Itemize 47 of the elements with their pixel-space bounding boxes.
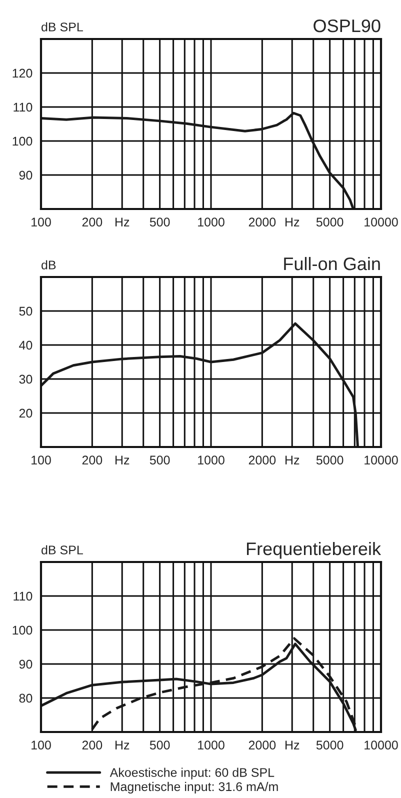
x-tick-label: Hz	[115, 218, 130, 226]
x-tick-label: 100	[32, 740, 51, 750]
chart-title: Full-on Gain	[284, 256, 380, 270]
x-tick-label: 2000	[248, 218, 276, 227]
chart-title: Frequentiebereik	[246, 542, 382, 559]
x-tick-label: 2000	[248, 740, 276, 750]
y-tick-label: 120	[12, 68, 32, 78]
x-tick-label: 200	[82, 456, 102, 465]
x-tick-label: Hz	[115, 740, 130, 750]
x-tick-label: 10000	[364, 218, 398, 227]
x-tick-label: 1000	[198, 218, 224, 227]
x-tick-label: 500	[150, 218, 170, 227]
y-tick-label: 110	[14, 592, 32, 601]
x-tick-label: 200	[82, 218, 102, 227]
x-tick-label: 500	[150, 740, 170, 750]
x-tick-label: 1000	[198, 740, 224, 750]
y-tick-label: 40	[19, 340, 32, 350]
x-tick-label: 200	[82, 740, 102, 750]
y-axis-title: dB SPL	[42, 22, 83, 32]
x-tick-label: 5000	[316, 218, 344, 227]
x-tick-label: Hz	[285, 740, 300, 750]
x-tick-label: 10000	[364, 456, 398, 465]
legend-label: Akoestische input: 60 dB SPL	[110, 768, 274, 780]
x-tick-label: 10000	[364, 740, 398, 750]
x-tick-label: 2000	[248, 456, 276, 465]
y-tick-label: 50	[19, 306, 32, 316]
x-tick-label: 500	[150, 456, 170, 465]
y-tick-label: 80	[19, 694, 32, 703]
legend-label: Magnetische input: 31.6 mA/m	[110, 782, 278, 794]
y-tick-label: 90	[19, 170, 32, 180]
x-tick-label: 1000	[198, 456, 224, 465]
x-tick-label: Hz	[285, 456, 300, 464]
x-tick-label: 5000	[316, 740, 344, 750]
x-tick-label: Hz	[115, 456, 130, 464]
y-tick-label: 100	[12, 626, 32, 635]
y-axis-title: dB	[42, 260, 56, 270]
y-tick-label: 30	[19, 374, 32, 384]
x-tick-label: 5000	[316, 456, 344, 465]
chart-title: OSPL90	[314, 19, 380, 32]
y-tick-label: 100	[12, 136, 32, 146]
y-tick-label: 110	[14, 102, 32, 112]
y-tick-label: 90	[19, 660, 32, 669]
y-axis-title: dB SPL	[42, 545, 83, 554]
x-tick-label: Hz	[285, 218, 300, 226]
y-tick-label: 20	[19, 408, 32, 418]
x-tick-label: 100	[32, 218, 51, 227]
x-tick-label: 100	[32, 456, 51, 465]
